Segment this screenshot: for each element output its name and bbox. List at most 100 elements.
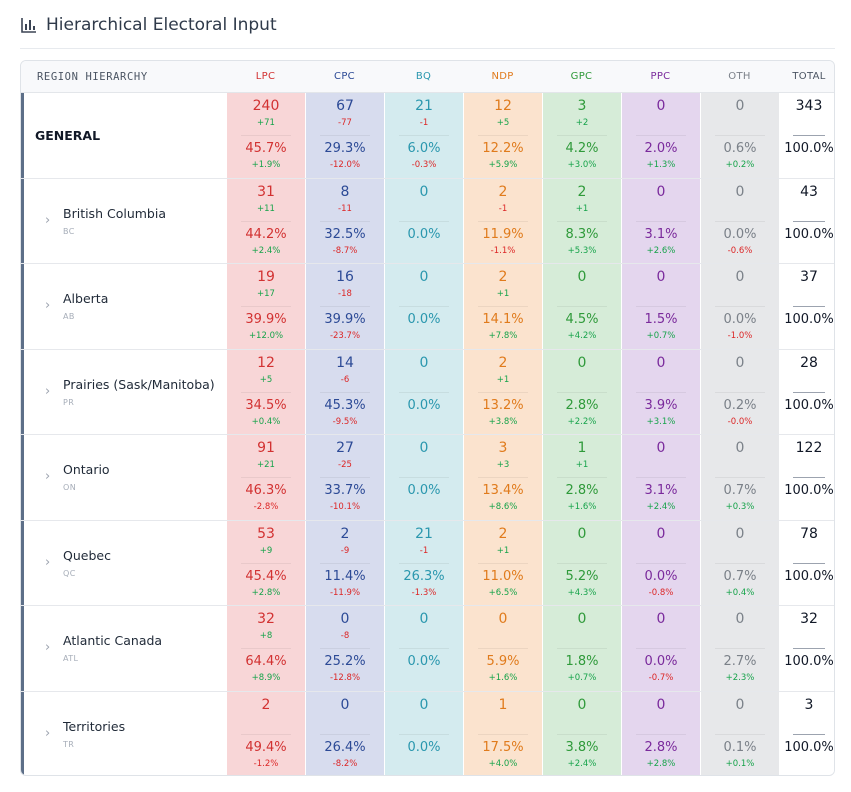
seat-count[interactable]: 2 <box>498 354 508 371</box>
seat-count[interactable]: 19 <box>257 269 275 285</box>
table-row[interactable]: › Ontario ON 91 +21 46.3% -2.8% 27 -25 33.7% -10.1… <box>21 435 834 521</box>
party-cell-lpc[interactable]: 2 49.4% -1.2% <box>226 691 305 775</box>
chevron-right-icon[interactable]: › <box>45 640 51 655</box>
seat-count[interactable]: 3 <box>498 440 508 456</box>
seat-count[interactable]: 0 <box>419 440 429 456</box>
party-cell-ndp[interactable]: 3 +3 13.4% +8.6% <box>463 435 542 520</box>
vote-share[interactable]: 2.8% <box>565 483 599 498</box>
seat-count[interactable]: 0 <box>735 696 745 713</box>
party-cell-bq[interactable]: 21 -1 6.0% -0.3% <box>384 93 463 178</box>
region-cell[interactable]: › Alberta AB <box>21 264 226 349</box>
vote-share[interactable]: 8.3% <box>565 226 599 242</box>
table-row[interactable]: › British Columbia BC 31 +11 44.2% +2.4% 8 -11 32… <box>21 178 834 264</box>
vote-share[interactable]: 0.1% <box>723 739 757 755</box>
seat-count[interactable]: 0 <box>340 611 350 627</box>
vote-share[interactable]: 4.5% <box>565 312 599 327</box>
seat-count[interactable]: 21 <box>415 525 433 542</box>
vote-share[interactable]: 0.2% <box>723 397 757 413</box>
region-cell[interactable]: › Territories TR <box>21 692 226 776</box>
party-cell-oth[interactable]: 0 0.0% -1.0% <box>700 264 779 349</box>
seat-count[interactable]: 0 <box>735 354 745 371</box>
seat-count[interactable]: 2 <box>261 696 271 713</box>
table-row[interactable]: › Territories TR 2 49.4% -1.2% 0 26.4% -8.2% 0 0.0… <box>21 691 834 776</box>
party-cell-ndp[interactable]: 2 +1 13.2% +3.8% <box>463 349 542 434</box>
party-cell-oth[interactable]: 0 0.7% +0.4% <box>700 520 779 605</box>
vote-share[interactable]: 39.9% <box>324 312 366 327</box>
vote-share[interactable]: 25.2% <box>324 654 366 669</box>
seat-count[interactable]: 0 <box>656 440 666 456</box>
chevron-right-icon[interactable]: › <box>45 469 51 484</box>
table-row[interactable]: GENERAL 240 +71 45.7% +1.9% 67 -77 29.3% -12.0% 2… <box>21 93 834 179</box>
vote-share[interactable]: 26.4% <box>324 739 366 755</box>
vote-share[interactable]: 0.0% <box>723 312 757 327</box>
vote-share[interactable]: 0.0% <box>407 654 441 669</box>
party-cell-bq[interactable]: 0 0.0% <box>384 264 463 349</box>
seat-count[interactable]: 91 <box>257 440 275 456</box>
party-cell-ndp[interactable]: 2 +1 11.0% +6.5% <box>463 520 542 605</box>
seat-count[interactable]: 27 <box>336 440 354 456</box>
vote-share[interactable]: 0.0% <box>407 739 441 755</box>
party-cell-ndp[interactable]: 12 +5 12.2% +5.9% <box>463 93 542 178</box>
vote-share[interactable]: 0.0% <box>407 312 441 327</box>
vote-share[interactable]: 3.1% <box>644 226 678 242</box>
vote-share[interactable]: 13.4% <box>482 483 524 498</box>
seat-count[interactable]: 0 <box>656 354 666 371</box>
seat-count[interactable]: 0 <box>656 98 666 114</box>
party-cell-oth[interactable]: 0 2.7% +2.3% <box>700 606 779 691</box>
party-cell-ppc[interactable]: 0 2.0% +1.3% <box>621 93 700 178</box>
party-cell-cpc[interactable]: 2 -9 11.4% -11.9% <box>305 520 384 605</box>
vote-share[interactable]: 0.0% <box>407 397 441 413</box>
vote-share[interactable]: 4.2% <box>565 141 599 156</box>
party-cell-cpc[interactable]: 0 26.4% -8.2% <box>305 691 384 775</box>
vote-share[interactable]: 14.1% <box>482 312 524 327</box>
vote-share[interactable]: 11.9% <box>482 226 524 242</box>
vote-share[interactable]: 45.4% <box>245 568 287 584</box>
vote-share[interactable]: 33.7% <box>324 483 366 498</box>
party-cell-ppc[interactable]: 0 3.1% +2.4% <box>621 435 700 520</box>
party-cell-lpc[interactable]: 91 +21 46.3% -2.8% <box>226 435 305 520</box>
seat-count[interactable]: 14 <box>336 354 354 371</box>
region-cell[interactable]: › Atlantic Canada ATL <box>21 606 226 691</box>
vote-share[interactable]: 0.7% <box>723 483 757 498</box>
vote-share[interactable]: 3.9% <box>644 397 678 413</box>
party-cell-oth[interactable]: 0 0.7% +0.3% <box>700 435 779 520</box>
vote-share[interactable]: 5.9% <box>486 654 520 669</box>
region-cell[interactable]: › Prairies (Sask/Manitoba) PR <box>21 350 226 435</box>
seat-count[interactable]: 0 <box>656 269 666 285</box>
seat-count[interactable]: 0 <box>656 696 666 713</box>
party-cell-oth[interactable]: 0 0.2% -0.0% <box>700 349 779 434</box>
party-cell-cpc[interactable]: 8 -11 32.5% -8.7% <box>305 178 384 263</box>
party-cell-ppc[interactable]: 0 0.0% -0.7% <box>621 606 700 691</box>
party-cell-gpc[interactable]: 0 2.8% +2.2% <box>542 349 621 434</box>
vote-share[interactable]: 29.3% <box>324 141 366 156</box>
vote-share[interactable]: 2.0% <box>644 141 678 156</box>
vote-share[interactable]: 0.0% <box>644 568 678 584</box>
party-cell-ppc[interactable]: 0 0.0% -0.8% <box>621 520 700 605</box>
seat-count[interactable]: 0 <box>419 354 429 371</box>
seat-count[interactable]: 1 <box>498 696 508 713</box>
vote-share[interactable]: 11.4% <box>324 568 366 584</box>
vote-share[interactable]: 0.0% <box>407 483 441 498</box>
party-cell-cpc[interactable]: 16 -18 39.9% -23.7% <box>305 264 384 349</box>
seat-count[interactable]: 12 <box>494 98 512 114</box>
party-cell-bq[interactable]: 0 0.0% <box>384 349 463 434</box>
vote-share[interactable]: 1.5% <box>644 312 678 327</box>
party-cell-oth[interactable]: 0 0.6% +0.2% <box>700 93 779 178</box>
party-cell-cpc[interactable]: 67 -77 29.3% -12.0% <box>305 93 384 178</box>
party-cell-lpc[interactable]: 19 +17 39.9% +12.0% <box>226 264 305 349</box>
party-cell-bq[interactable]: 0 0.0% <box>384 606 463 691</box>
seat-count[interactable]: 67 <box>336 98 354 114</box>
table-row[interactable]: › Atlantic Canada ATL 32 +8 64.4% +8.9% 0 -8 25.2… <box>21 606 834 692</box>
chevron-right-icon[interactable]: › <box>45 383 51 399</box>
seat-count[interactable]: 0 <box>577 269 587 285</box>
seat-count[interactable]: 2 <box>498 525 508 542</box>
chevron-right-icon[interactable]: › <box>45 212 51 228</box>
region-cell[interactable]: › Quebec QC <box>21 521 226 606</box>
chevron-right-icon[interactable]: › <box>45 725 51 741</box>
vote-share[interactable]: 1.8% <box>565 654 599 669</box>
vote-share[interactable]: 34.5% <box>245 397 287 413</box>
vote-share[interactable]: 32.5% <box>324 226 366 242</box>
vote-share[interactable]: 0.0% <box>407 226 441 242</box>
party-cell-ndp[interactable]: 0 5.9% +1.6% <box>463 606 542 691</box>
party-cell-bq[interactable]: 21 -1 26.3% -1.3% <box>384 520 463 605</box>
